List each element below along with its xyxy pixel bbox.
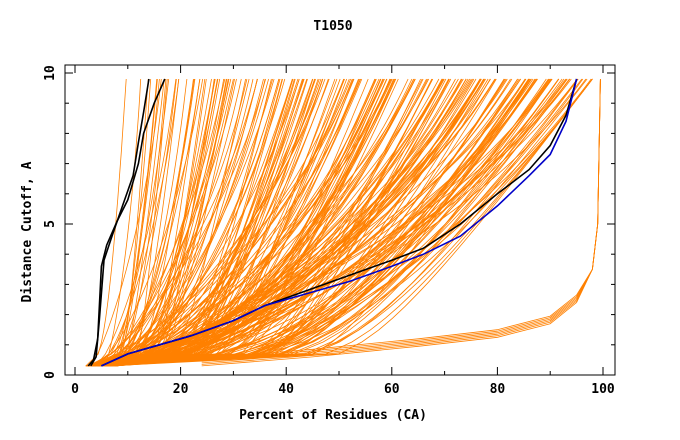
model-curve — [112, 78, 246, 367]
model-curve — [102, 78, 473, 367]
model-curve — [107, 78, 391, 367]
x-tick-label: 20 — [173, 382, 189, 397]
model-curve — [111, 78, 167, 367]
x-tick-label: 40 — [278, 382, 294, 397]
model-curve — [107, 78, 593, 367]
model-curve — [110, 78, 587, 367]
model-curve — [91, 78, 443, 367]
model-curve — [98, 78, 415, 367]
model-curve — [111, 78, 433, 367]
model-curve — [99, 78, 489, 367]
x-tick-label: 0 — [71, 382, 79, 397]
x-tick-label: 100 — [591, 382, 615, 397]
model-curve — [103, 78, 221, 367]
model-curve — [85, 78, 571, 367]
model-curve — [91, 78, 165, 367]
model-curve — [109, 78, 254, 367]
model-curve — [95, 78, 177, 367]
model-curve — [98, 78, 565, 367]
model-curve — [97, 78, 475, 367]
model-curve — [104, 78, 579, 367]
model-curve — [104, 78, 353, 367]
model-curve — [88, 78, 258, 367]
model-curve — [104, 78, 508, 367]
model-curve — [96, 78, 180, 367]
model-curve — [89, 78, 350, 367]
model-curve — [91, 78, 485, 367]
model-curve — [93, 78, 578, 367]
model-curve — [88, 78, 527, 367]
highlight-series-1 — [90, 78, 150, 367]
model-curve — [101, 78, 469, 367]
model-curve — [99, 78, 593, 367]
model-curve — [116, 78, 424, 367]
model-curve — [115, 78, 552, 367]
y-tick-label: 5 — [43, 220, 58, 228]
highlight-series-3 — [101, 78, 578, 367]
model-curve — [88, 78, 345, 367]
model-curve — [92, 78, 485, 367]
model-curve — [93, 78, 416, 367]
model-curve — [99, 78, 583, 367]
axes: 0 20 40 60 80 100 0 5 10 — [43, 65, 615, 397]
x-axis-label: Percent of Residues (CA) — [239, 408, 427, 423]
model-curve — [89, 78, 266, 367]
model-curve — [90, 78, 300, 367]
plot-frame — [64, 64, 616, 376]
model-curve — [112, 78, 592, 367]
y-tick-label: 0 — [43, 371, 58, 379]
model-curve — [98, 78, 286, 367]
model-curve — [106, 78, 452, 367]
model-curve-outlier — [201, 78, 601, 359]
model-curve — [105, 78, 219, 367]
model-curve — [88, 78, 482, 367]
model-curve — [104, 78, 177, 367]
y-tick-label: 10 — [43, 65, 58, 81]
model-curve — [106, 78, 377, 367]
model-curve — [92, 78, 204, 367]
model-curve — [101, 78, 149, 367]
model-curve — [102, 78, 530, 367]
model-curve — [98, 78, 427, 367]
model-curve — [98, 78, 550, 367]
model-curve — [112, 78, 225, 367]
model-curve — [98, 78, 393, 367]
model-curve — [87, 78, 354, 367]
model-curve — [85, 78, 234, 367]
model-curve — [91, 78, 522, 367]
x-tick-label: 60 — [384, 382, 400, 397]
plot-area — [85, 78, 601, 367]
model-curve — [85, 78, 293, 367]
model-curve — [103, 78, 152, 367]
model-curve — [87, 78, 567, 367]
model-curve — [103, 78, 142, 367]
model-curve — [88, 78, 226, 367]
model-curve — [114, 78, 560, 367]
model-curve — [115, 78, 381, 367]
model-curve — [110, 78, 538, 367]
model-curve — [99, 78, 518, 367]
model-curve — [88, 78, 162, 367]
model-curves — [85, 78, 601, 367]
model-curve — [90, 78, 571, 367]
model-curve — [91, 78, 578, 367]
model-curve — [112, 78, 491, 367]
model-curve — [89, 78, 384, 367]
model-curve — [111, 78, 188, 367]
model-curve — [91, 78, 534, 367]
model-curve — [98, 78, 416, 367]
x-tick-label: 80 — [490, 382, 506, 397]
model-curve — [99, 78, 195, 367]
model-curve — [115, 78, 463, 367]
model-curve — [100, 78, 248, 367]
model-curve — [92, 78, 258, 367]
model-curve — [96, 78, 362, 367]
chart-title: T1050 — [313, 19, 352, 34]
model-curve — [103, 78, 323, 367]
model-curve — [85, 78, 572, 367]
model-curve — [108, 78, 409, 367]
y-axis-label: Distance Cutoff, A — [20, 161, 35, 302]
